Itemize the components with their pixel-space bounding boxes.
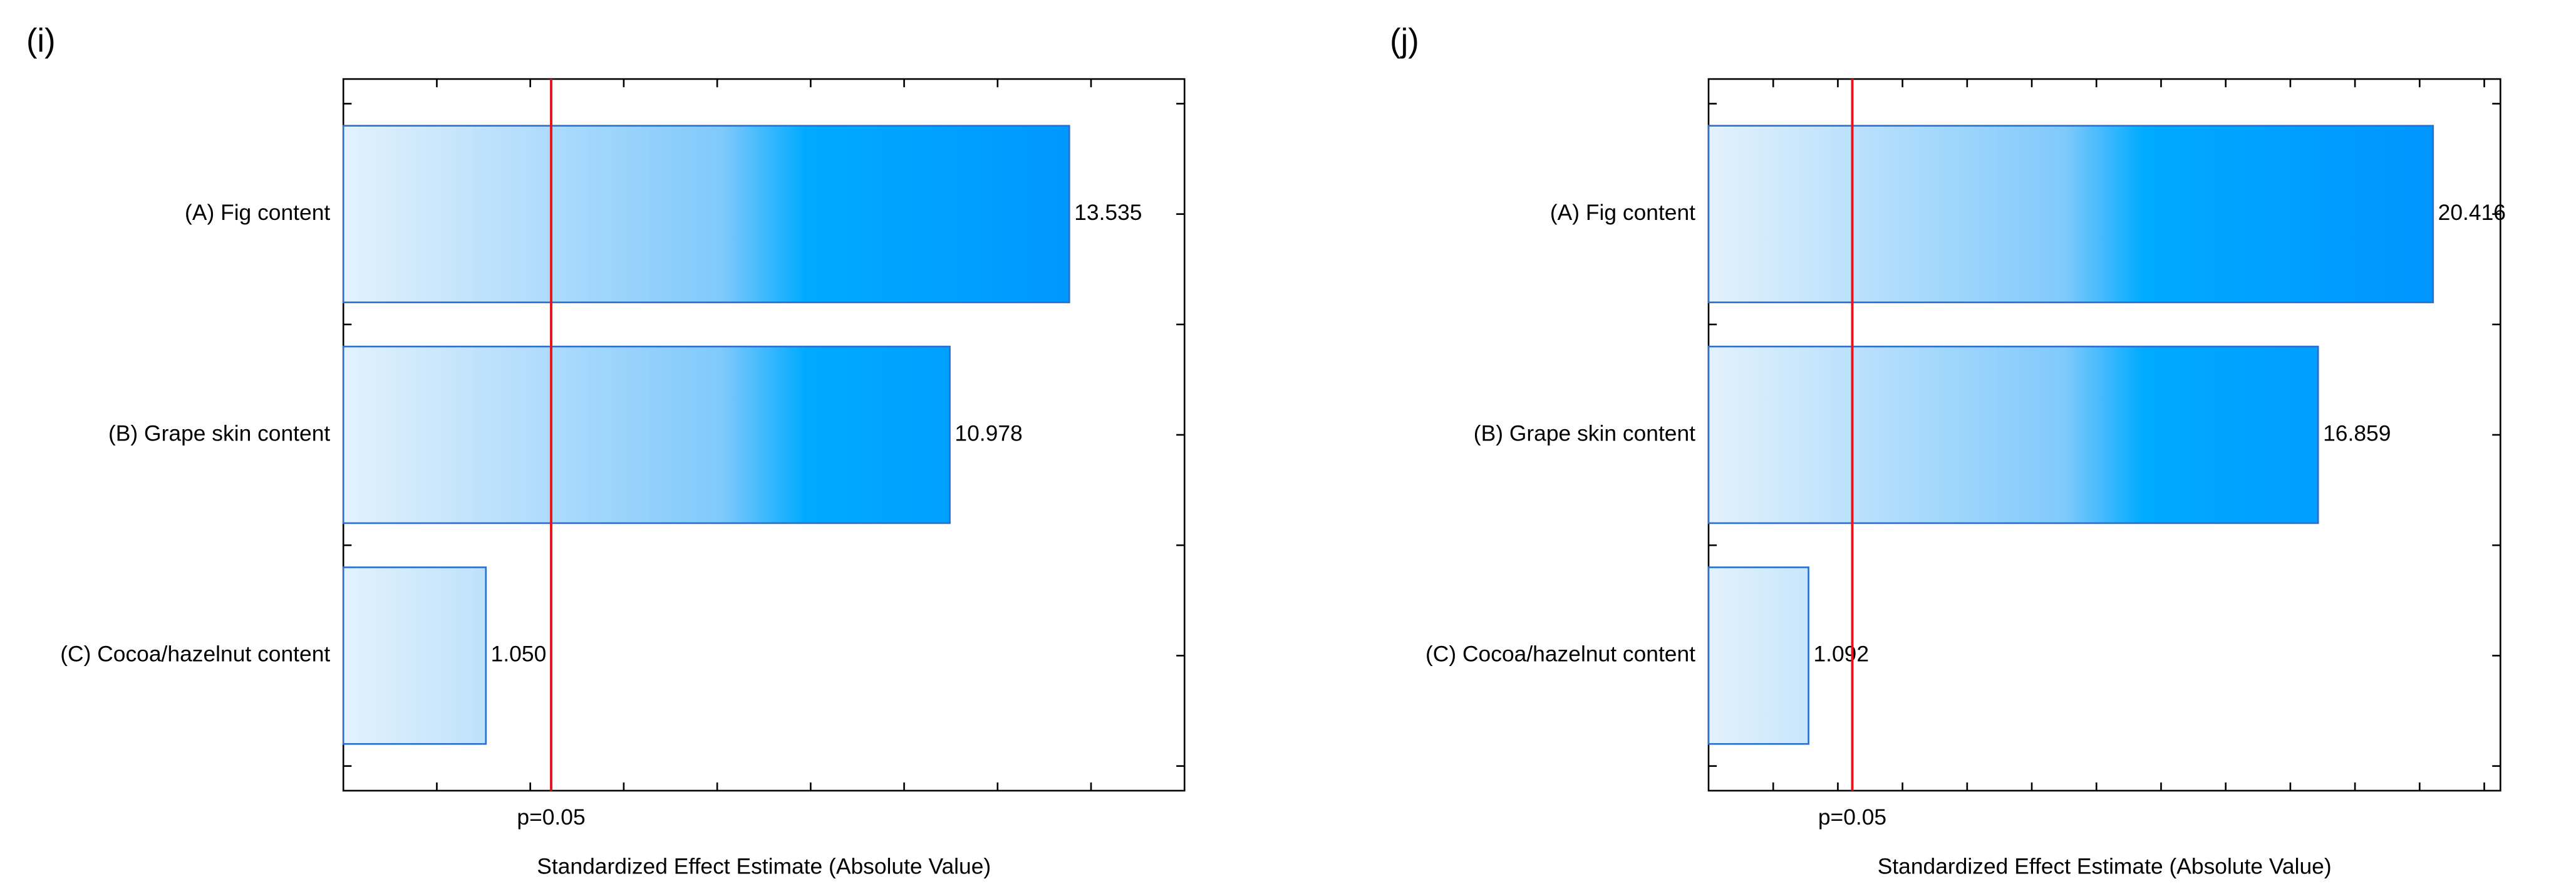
panel-label: (j) bbox=[1390, 23, 1419, 59]
value-label: 1.050 bbox=[491, 642, 547, 667]
category-label: (C) Cocoa/hazelnut content bbox=[1425, 642, 1695, 667]
x-axis-title: Standardized Effect Estimate (Absolute V… bbox=[537, 854, 991, 879]
bar bbox=[1707, 125, 2434, 303]
category-label: (B) Grape skin content bbox=[1474, 420, 1695, 445]
value-label: 10.978 bbox=[954, 420, 1022, 445]
value-label: 13.535 bbox=[1074, 200, 1142, 225]
bar bbox=[1707, 345, 2319, 524]
category-label: (A) Fig content bbox=[185, 200, 330, 225]
threshold-label: p=0.05 bbox=[1818, 805, 1886, 830]
value-label: 16.859 bbox=[2323, 420, 2391, 445]
bar bbox=[342, 566, 487, 745]
threshold-label: p=0.05 bbox=[517, 805, 585, 830]
category-label: (A) Fig content bbox=[1550, 200, 1695, 225]
bar bbox=[342, 345, 951, 524]
bar bbox=[1707, 566, 1809, 745]
bar bbox=[342, 125, 1070, 303]
category-label: (B) Grape skin content bbox=[108, 420, 330, 445]
value-label: 20.416 bbox=[2438, 200, 2506, 225]
category-label: (C) Cocoa/hazelnut content bbox=[60, 642, 330, 667]
value-label: 1.092 bbox=[1813, 642, 1869, 667]
panel-label: (i) bbox=[26, 23, 56, 59]
x-axis-title: Standardized Effect Estimate (Absolute V… bbox=[1878, 854, 2332, 879]
